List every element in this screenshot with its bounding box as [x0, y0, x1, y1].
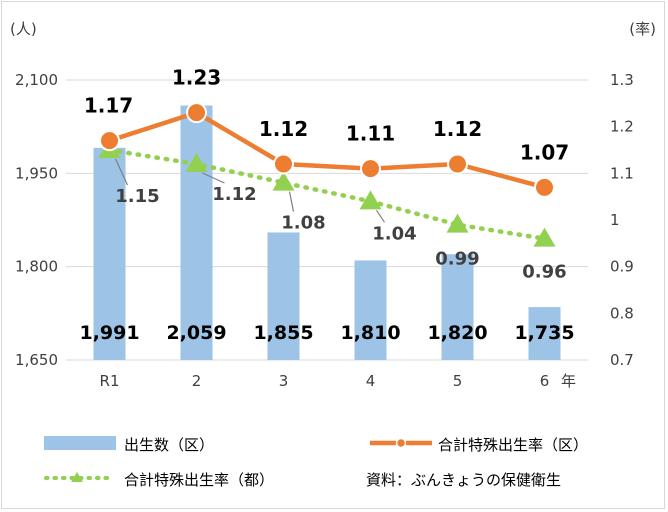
- tokyo-rate-label: 0.96: [522, 262, 566, 283]
- ward-rate-marker: [534, 176, 555, 198]
- legend-ward-marker: [395, 437, 407, 449]
- left-axis: 2,100 1,950 1,800 1,650 (人): [10, 20, 58, 369]
- ward-rate-label: 1.17: [84, 94, 133, 118]
- bar-series: [93, 105, 561, 360]
- leader-line: [202, 172, 225, 184]
- leader-line: [288, 191, 295, 212]
- right-unit-label: (率): [629, 20, 656, 38]
- right-tick-label: 1.3: [610, 71, 634, 89]
- bar: [93, 147, 126, 360]
- tokyo-rate-label: 0.99: [435, 249, 479, 270]
- bar-value-label: 1,735: [514, 322, 574, 344]
- tokyo-rate-line: [107, 147, 547, 241]
- leader-line: [114, 158, 129, 186]
- left-tick-label: 1,650: [15, 351, 58, 369]
- x-tick-label: 5: [453, 372, 463, 390]
- ward-rate-label: 1.11: [346, 122, 395, 146]
- right-tick-label: 0.8: [610, 304, 634, 322]
- legend: 出生数（区） 合計特殊出生率（区） 合計特殊出生率（都） 資料：ぶんきょうの保健衛生: [44, 436, 588, 489]
- bar-value-label: 2,059: [166, 322, 226, 344]
- right-axis: 1.3 1.2 1.1 1 0.9 0.8 0.7 (率): [610, 20, 656, 369]
- ward-rate-marker: [186, 102, 207, 124]
- tokyo-rate-label: 1.15: [115, 186, 159, 207]
- line-series: [98, 102, 556, 247]
- x-tick-label: 6: [540, 372, 550, 390]
- legend-tokyo-marker: [71, 472, 83, 482]
- legend-bar-swatch: [44, 436, 116, 450]
- ward-rate-label: 1.07: [520, 140, 569, 164]
- bar-value-label: 1,820: [427, 322, 487, 344]
- data-labels: 1,991 2,059 1,855 1,810 1,820 1,735 1.17 1.23 1.…: [79, 66, 574, 344]
- ward-rate-label: 1.12: [259, 117, 308, 141]
- right-tick-label: 0.9: [610, 258, 634, 276]
- left-unit-label: (人): [10, 20, 37, 38]
- x-unit-label: 年: [561, 372, 576, 390]
- x-tick-label: 4: [366, 372, 376, 390]
- tokyo-rate-marker: [185, 153, 208, 172]
- x-axis: R1 2 3 4 5 6 年: [100, 372, 576, 390]
- ward-rate-label: 1.23: [172, 66, 221, 90]
- ward-rate-label: 1.12: [433, 117, 482, 141]
- ward-rate-line: [108, 110, 546, 190]
- bar: [354, 260, 387, 360]
- tokyo-rate-label: 1.04: [372, 223, 416, 244]
- right-tick-label: 1.2: [610, 118, 634, 136]
- left-tick-label: 1,800: [15, 258, 58, 276]
- ward-rate-marker: [99, 130, 120, 152]
- right-tick-label: 1.1: [610, 164, 634, 182]
- bar: [441, 254, 474, 360]
- tokyo-rate-marker: [446, 213, 469, 233]
- bar: [528, 307, 561, 360]
- gridlines: [66, 79, 588, 361]
- tokyo-rate-marker: [272, 171, 295, 191]
- legend-tokyo-label: 合計特殊出生率（都）: [124, 471, 274, 489]
- ward-rate-marker: [273, 153, 294, 175]
- leader-line: [376, 210, 385, 223]
- right-tick-label: 1: [610, 211, 620, 229]
- tokyo-rate-marker: [533, 227, 556, 247]
- bar: [267, 232, 300, 360]
- bar: [180, 105, 213, 360]
- x-tick-label: R1: [100, 372, 120, 390]
- bar-value-label: 1,810: [340, 322, 400, 344]
- bar-value-label: 1,991: [79, 322, 139, 344]
- legend-bar-label: 出生数（区）: [124, 436, 214, 454]
- source-note: 資料：ぶんきょうの保健衛生: [366, 471, 561, 489]
- ward-rate-marker: [447, 153, 468, 175]
- x-tick-label: 3: [279, 372, 289, 390]
- right-tick-label: 0.7: [610, 351, 634, 369]
- x-tick-label: 2: [192, 372, 202, 390]
- tokyo-rate-label: 1.08: [281, 213, 325, 234]
- legend-ward-label: 合計特殊出生率（区）: [438, 436, 588, 454]
- ward-rate-marker: [360, 158, 381, 180]
- left-tick-label: 2,100: [15, 71, 58, 89]
- left-tick-label: 1,950: [15, 164, 58, 182]
- tokyo-rate-label: 1.12: [212, 184, 256, 205]
- bar-value-label: 1,855: [253, 322, 313, 344]
- tokyo-rate-marker: [359, 190, 382, 210]
